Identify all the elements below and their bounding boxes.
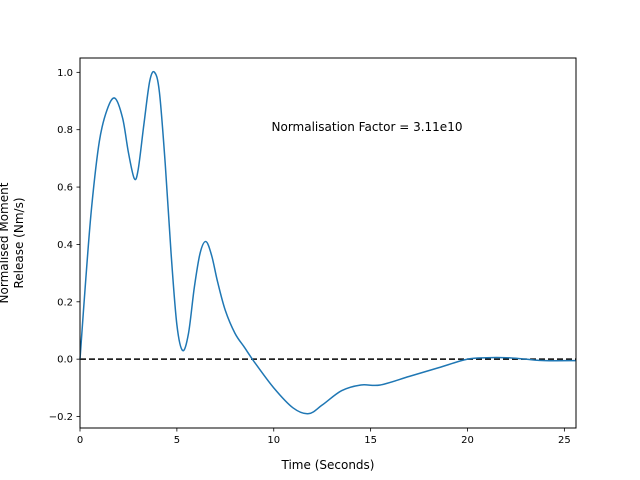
x-tick-label: 15 xyxy=(364,435,377,446)
normalisation-annotation: Normalisation Factor = 3.11e10 xyxy=(272,120,463,134)
y-tick-label: 0.6 xyxy=(57,183,73,194)
y-tick-label: 0.4 xyxy=(57,240,73,251)
x-tick-label: 5 xyxy=(174,435,180,446)
y-axis-label-line-2: Release (Nm/s) xyxy=(12,197,26,288)
x-tick-label: 0 xyxy=(77,435,83,446)
x-axis-ticks: 0 5 10 15 20 25 xyxy=(77,428,571,446)
x-tick-label: 10 xyxy=(267,435,280,446)
y-tick-label: 1.0 xyxy=(57,68,73,79)
y-tick-label: −0.2 xyxy=(49,412,73,423)
plot-frame xyxy=(79,57,577,429)
moment-release-line-0 xyxy=(79,70,577,415)
y-axis-label: Normalised Moment Release (Nm/s) xyxy=(0,182,26,303)
x-tick-label: 20 xyxy=(461,435,474,446)
y-tick-label: 0.0 xyxy=(57,355,73,366)
y-tick-label: 0.2 xyxy=(57,297,73,308)
x-tick-label: 25 xyxy=(558,435,571,446)
y-tick-label: 0.8 xyxy=(57,125,73,136)
x-axis-label: Time (Seconds) xyxy=(281,458,375,472)
y-axis-ticks: −0.2 0.0 0.2 0.4 0.6 0.8 1.0 xyxy=(49,68,80,423)
y-axis-label-line-1: Normalised Moment xyxy=(0,182,11,303)
series-layer xyxy=(79,70,577,415)
